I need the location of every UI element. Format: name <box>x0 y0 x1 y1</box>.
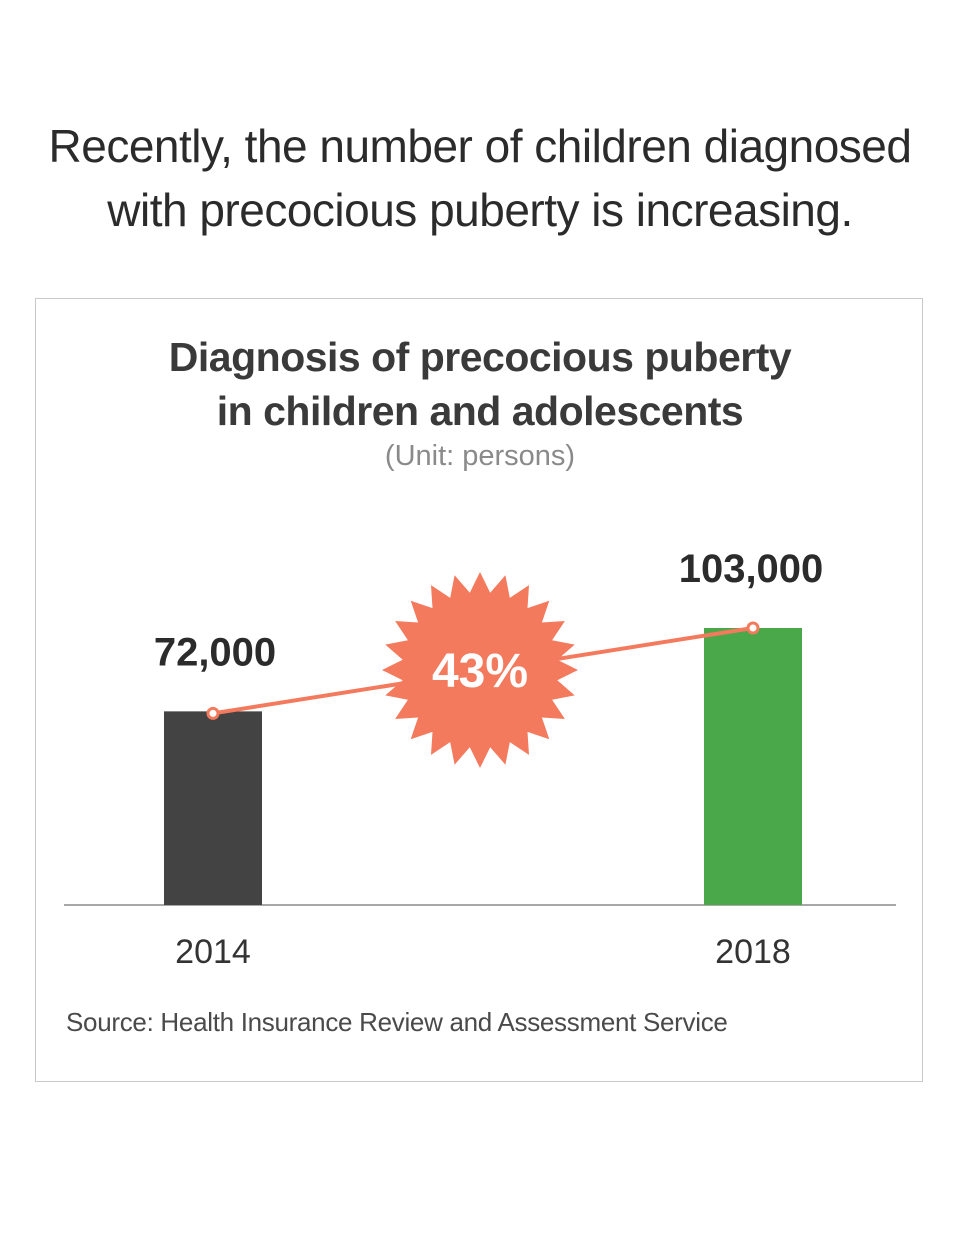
category-label-2018: 2018 <box>715 933 791 971</box>
chart-title: Diagnosis of precocious puberty in child… <box>0 330 960 438</box>
chart-unit-label: (Unit: persons) <box>384 440 576 472</box>
bar-2014 <box>164 711 262 905</box>
bar-2018 <box>704 628 802 905</box>
growth-badge-label: 43% <box>432 645 528 698</box>
source-note: Source: Health Insurance Review and Asse… <box>66 1007 728 1037</box>
bars-layer <box>164 628 802 905</box>
growth-badge-starburst <box>382 572 578 768</box>
trend-point-2018 <box>746 621 760 635</box>
category-label-2014: 2014 <box>175 933 251 971</box>
chart-title-line-1: Diagnosis of precocious puberty <box>168 334 792 380</box>
value-label-2014: 72,000 <box>154 630 276 674</box>
trend-point-2014 <box>206 706 220 720</box>
chart-title-line-2: in children and adolescents <box>216 388 744 434</box>
headline-line-1: Recently, the number of children diagnos… <box>48 120 912 172</box>
headline: Recently, the number of children diagnos… <box>0 114 960 242</box>
growth-badge: 43% <box>382 572 578 768</box>
labels-layer: 72,000 2014 103,000 2018 <box>154 547 823 971</box>
headline-line-2: with precocious puberty is increasing. <box>107 184 853 236</box>
value-label-2018: 103,000 <box>679 547 824 591</box>
